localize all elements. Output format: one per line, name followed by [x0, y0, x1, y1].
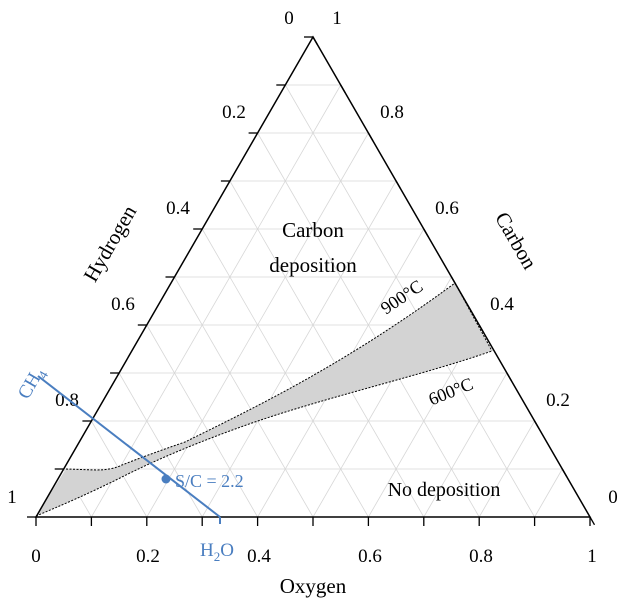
carbon-axis-tick	[340, 84, 346, 94]
carbon-axis-tick	[395, 180, 402, 190]
ternary-grid	[63, 84, 563, 518]
deposition-boundary-band	[36, 283, 492, 516]
axis-ticks	[27, 36, 596, 526]
carbon-deposition-label-line1: Carbon	[282, 218, 344, 242]
grid-line	[91, 84, 342, 518]
carbon-axis-tick	[423, 228, 429, 238]
carbon-axis-label: Carbon	[490, 208, 542, 274]
sc-ratio-point	[161, 474, 171, 484]
hydrogen-axis-label: Hydrogen	[79, 201, 142, 286]
carbon-axis-tick	[478, 324, 485, 334]
carbon-tick-0.8: 0.8	[380, 102, 404, 123]
grid-line	[423, 372, 508, 518]
hydrogen-tick-0: 0	[284, 8, 294, 29]
grid-line	[534, 468, 563, 518]
oxygen-tick-0.4: 0.4	[247, 546, 271, 567]
grid-line	[201, 180, 397, 518]
carbon-axis-tick	[589, 516, 596, 526]
oxygen-tick-labels: 0 0.2 0.4 0.6 0.8 1	[31, 546, 597, 567]
no-deposition-label: No deposition	[388, 479, 501, 501]
carbon-axis-tick	[561, 468, 568, 478]
carbon-tick-0: 0	[608, 487, 618, 508]
carbon-axis-tick	[506, 372, 512, 382]
sc-ratio-label: S/C = 2.2	[175, 471, 244, 491]
oxygen-tick-0: 0	[31, 546, 41, 567]
hydrogen-tick-labels: 0 0.2 0.4 0.6 0.8 1	[7, 8, 294, 508]
hydrogen-tick-0.4: 0.4	[166, 198, 190, 219]
carbon-tick-0.2: 0.2	[546, 390, 570, 411]
h2o-label: H2O	[200, 540, 234, 564]
oxygen-tick-0.6: 0.6	[358, 546, 382, 567]
carbon-axis-tick	[534, 420, 540, 430]
oxygen-tick-0.8: 0.8	[469, 546, 493, 567]
hydrogen-tick-0.2: 0.2	[222, 102, 246, 123]
grid-line	[229, 180, 425, 518]
ch4-h2o-line	[37, 375, 221, 518]
carbon-tick-labels: 0 0.2 0.4 0.6 0.8 1	[332, 8, 618, 508]
carbon-tick-0.4: 0.4	[490, 294, 514, 315]
carbon-axis-tick	[450, 276, 457, 286]
hydrogen-tick-0.8: 0.8	[55, 390, 79, 411]
carbon-axis-tick	[312, 36, 319, 46]
carbon-tick-0.6: 0.6	[435, 198, 459, 219]
ch4-label: CH4	[14, 363, 51, 404]
grid-line	[478, 420, 535, 518]
band-right-edge	[454, 282, 493, 352]
isotherm-900-line	[65, 282, 456, 471]
hydrogen-tick-0.6: 0.6	[111, 294, 135, 315]
carbon-axis-tick	[367, 132, 374, 142]
grid-line	[174, 276, 314, 518]
isotherm-600-label: 600°C	[426, 374, 476, 410]
grid-line	[284, 84, 535, 518]
oxygen-tick-0.2: 0.2	[136, 546, 160, 567]
isotherm-600-line	[35, 350, 493, 517]
carbon-deposition-label-line2: deposition	[269, 253, 357, 277]
oxygen-tick-1: 1	[587, 546, 597, 567]
hydrogen-tick-1: 1	[7, 487, 17, 508]
grid-line	[146, 324, 258, 518]
carbon-tick-1: 1	[332, 8, 342, 29]
oxygen-axis-label: Oxygen	[280, 574, 347, 598]
